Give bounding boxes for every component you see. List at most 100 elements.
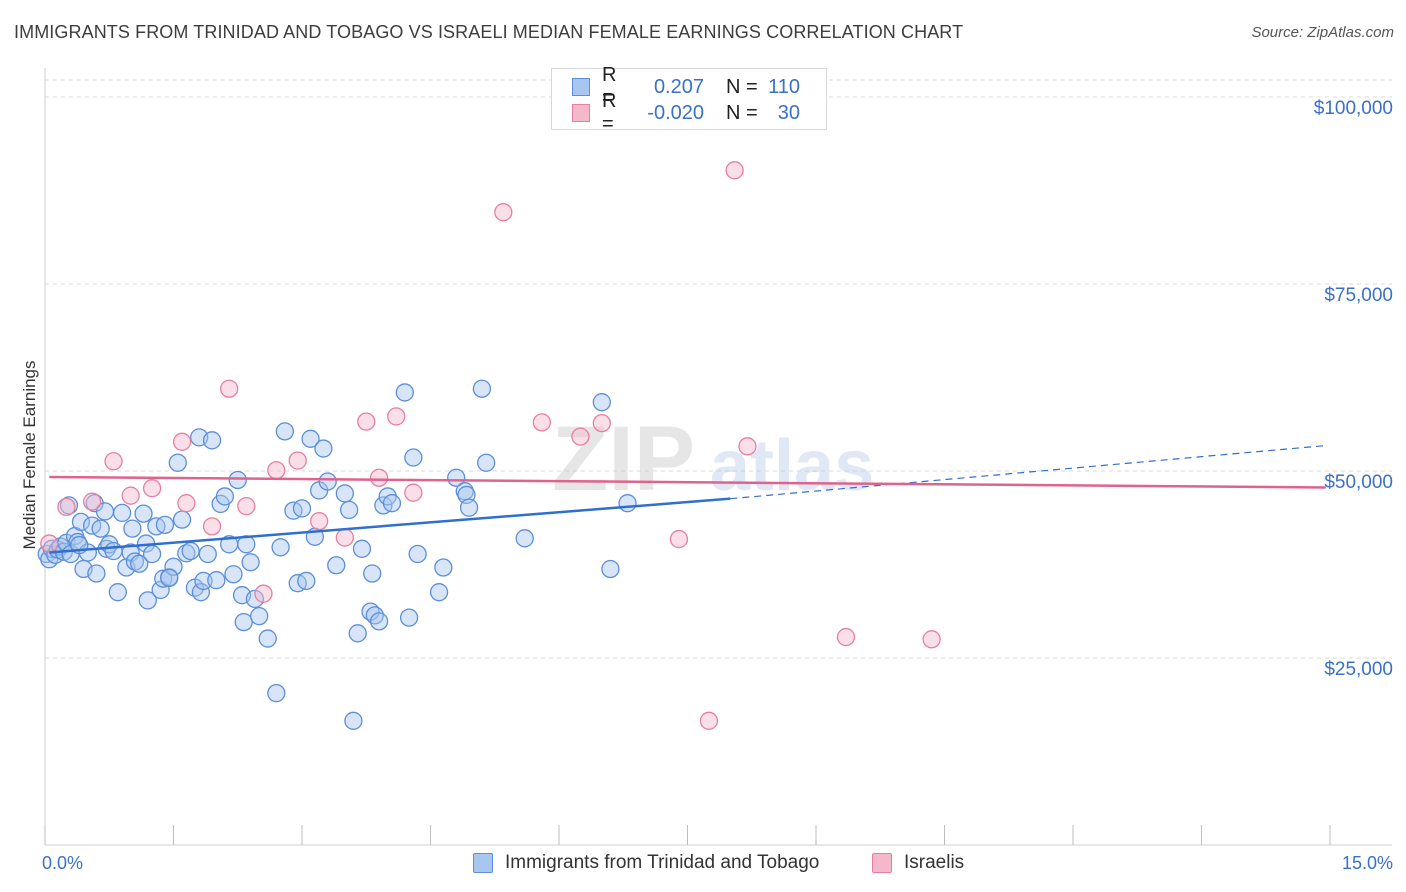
point-israelis-12[interactable]: [267, 461, 286, 480]
point-trinidad-70[interactable]: [301, 429, 320, 448]
point-trinidad-75[interactable]: [327, 556, 346, 575]
point-israelis-18[interactable]: [387, 407, 406, 426]
point-trinidad-59[interactable]: [241, 553, 260, 572]
point-israelis-26[interactable]: [725, 161, 744, 180]
point-israelis-15[interactable]: [335, 528, 354, 547]
legend-n-label: N =: [726, 75, 758, 98]
point-trinidad-32[interactable]: [138, 591, 157, 610]
point-trinidad-60[interactable]: [245, 589, 265, 609]
point-israelis-4[interactable]: [121, 486, 140, 505]
point-trinidad-88[interactable]: [395, 383, 414, 402]
point-trinidad-73[interactable]: [314, 439, 333, 458]
point-trinidad-76[interactable]: [335, 484, 354, 503]
point-trinidad-103[interactable]: [618, 494, 637, 513]
point-trinidad-80[interactable]: [352, 539, 372, 558]
point-trinidad-97[interactable]: [459, 498, 479, 517]
point-trinidad-36[interactable]: [154, 569, 173, 588]
legend-swatch-blue: [473, 853, 493, 873]
point-trinidad-12[interactable]: [71, 512, 91, 532]
point-trinidad-47[interactable]: [194, 571, 213, 591]
point-israelis-7[interactable]: [177, 494, 196, 513]
point-trinidad-99[interactable]: [477, 453, 496, 472]
point-trinidad-65[interactable]: [275, 422, 295, 441]
legend-item-trinidad[interactable]: Immigrants from Trinidad and Tobago: [473, 852, 819, 874]
point-israelis-22[interactable]: [571, 427, 590, 446]
point-trinidad-49[interactable]: [202, 431, 222, 450]
point-trinidad-68[interactable]: [292, 499, 312, 518]
point-israelis-6[interactable]: [172, 432, 192, 451]
point-trinidad-22[interactable]: [104, 541, 123, 561]
legend-n-value: 30: [777, 101, 800, 124]
point-israelis-5[interactable]: [142, 479, 162, 498]
point-trinidad-27[interactable]: [123, 519, 142, 538]
grid: [45, 79, 1392, 659]
point-trinidad-78[interactable]: [344, 711, 363, 730]
point-israelis-17[interactable]: [369, 468, 389, 487]
point-israelis-13[interactable]: [288, 451, 307, 470]
point-israelis-24[interactable]: [669, 529, 689, 549]
point-trinidad-104[interactable]: [160, 568, 179, 588]
point-israelis-25[interactable]: [699, 711, 719, 730]
point-trinidad-84[interactable]: [369, 612, 389, 631]
point-israelis-8[interactable]: [202, 517, 222, 536]
point-trinidad-63[interactable]: [267, 684, 286, 703]
point-trinidad-98[interactable]: [472, 379, 492, 398]
point-trinidad-92[interactable]: [429, 583, 449, 602]
point-israelis-27[interactable]: [738, 437, 757, 456]
point-israelis-2[interactable]: [82, 492, 102, 511]
point-trinidad-23[interactable]: [108, 583, 127, 602]
legend-item-israelis[interactable]: Israelis: [872, 852, 964, 874]
point-trinidad-30[interactable]: [134, 504, 153, 523]
point-israelis-9[interactable]: [220, 379, 239, 398]
point-trinidad-90[interactable]: [404, 448, 423, 467]
point-trinidad-91[interactable]: [408, 544, 427, 564]
point-trinidad-89[interactable]: [399, 608, 419, 627]
point-trinidad-39[interactable]: [164, 557, 183, 576]
point-trinidad-33[interactable]: [142, 544, 162, 564]
point-trinidad-79[interactable]: [348, 624, 367, 643]
point-israelis-0[interactable]: [40, 534, 59, 553]
point-israelis-28[interactable]: [836, 627, 856, 647]
point-israelis-19[interactable]: [404, 483, 423, 502]
point-trinidad-52[interactable]: [215, 487, 235, 506]
point-trinidad-82[interactable]: [363, 564, 382, 583]
point-trinidad-37[interactable]: [155, 515, 175, 535]
point-trinidad-18[interactable]: [91, 519, 110, 538]
point-trinidad-41[interactable]: [172, 510, 192, 529]
point-trinidad-17[interactable]: [87, 564, 106, 583]
point-trinidad-64[interactable]: [271, 538, 290, 557]
point-trinidad-57[interactable]: [234, 612, 253, 632]
point-israelis-16[interactable]: [357, 412, 376, 431]
point-trinidad-29[interactable]: [130, 554, 149, 573]
point-trinidad-55[interactable]: [228, 470, 247, 490]
point-israelis-29[interactable]: [922, 630, 941, 649]
point-israelis-1[interactable]: [57, 497, 76, 517]
point-trinidad-87[interactable]: [382, 494, 402, 513]
point-trinidad-43[interactable]: [181, 541, 200, 561]
point-israelis-11[interactable]: [254, 584, 273, 603]
point-trinidad-74[interactable]: [318, 472, 337, 491]
point-trinidad-69[interactable]: [297, 571, 316, 591]
point-trinidad-48[interactable]: [198, 544, 217, 564]
point-israelis-14[interactable]: [309, 511, 329, 531]
point-trinidad-62[interactable]: [258, 629, 277, 648]
point-trinidad-54[interactable]: [224, 565, 243, 584]
point-trinidad-93[interactable]: [434, 558, 453, 577]
point-trinidad-24[interactable]: [112, 503, 132, 523]
point-trinidad-61[interactable]: [250, 606, 269, 626]
point-israelis-21[interactable]: [532, 413, 552, 432]
point-trinidad-102[interactable]: [601, 559, 620, 579]
point-trinidad-40[interactable]: [168, 453, 187, 472]
y-tick-labels: $25,000 $50,000 $75,000 $100,000: [1314, 98, 1393, 680]
point-trinidad-50[interactable]: [207, 571, 226, 590]
point-israelis-10[interactable]: [237, 497, 256, 516]
point-trinidad-94[interactable]: [447, 468, 466, 487]
point-trinidad-77[interactable]: [339, 500, 359, 520]
point-trinidad-101[interactable]: [592, 393, 611, 412]
trend-israelis: [49, 475, 1326, 489]
point-israelis-23[interactable]: [592, 413, 611, 433]
point-trinidad-46[interactable]: [191, 583, 211, 602]
point-israelis-20[interactable]: [494, 203, 513, 222]
point-trinidad-100[interactable]: [515, 529, 534, 548]
point-israelis-3[interactable]: [104, 452, 123, 471]
